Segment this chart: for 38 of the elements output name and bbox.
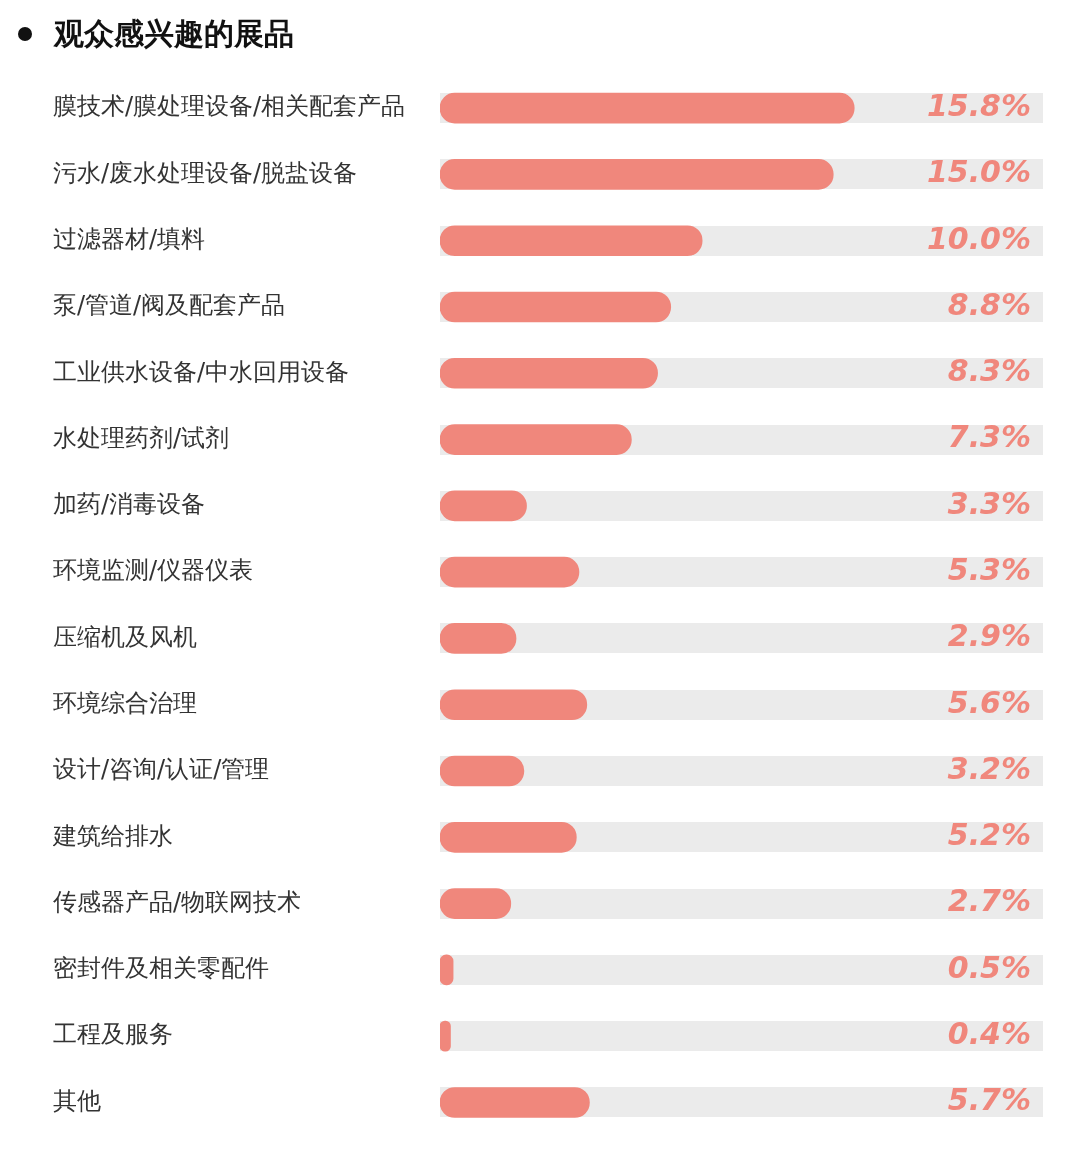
y-tick-label: 污水/废水处理设备/脱盐设备 xyxy=(53,158,358,187)
data-label: 3.3% xyxy=(947,485,1031,521)
data-label: 5.3% xyxy=(947,551,1031,587)
data-label: 3.2% xyxy=(947,750,1031,786)
y-tick-label: 过滤器材/填料 xyxy=(53,224,206,253)
bar xyxy=(440,1087,590,1118)
text: 观众感兴趣的展品 xyxy=(54,14,294,53)
y-tick-label: 加药/消毒设备 xyxy=(53,490,206,519)
y-tick-label: 工程及服务 xyxy=(53,1020,173,1049)
y-tick-label: 传感器产品/物联网技术 xyxy=(53,887,302,916)
y-tick-label: 环境监测/仪器仪表 xyxy=(53,556,254,585)
y-tick-label: 压缩机及风机 xyxy=(53,622,197,651)
y-tick-label: 其他 xyxy=(53,1086,101,1115)
data-label: 7.3% xyxy=(947,419,1031,455)
y-tick-label: 环境综合治理 xyxy=(53,688,197,717)
y-tick-label: 密封件及相关零配件 xyxy=(53,954,269,983)
data-label: 8.8% xyxy=(947,286,1031,322)
bar xyxy=(440,821,577,853)
data-label: 5.6% xyxy=(947,684,1031,720)
y-tick-label: 工业供水设备/中水回用设备 xyxy=(53,357,350,386)
data-label: 10.0% xyxy=(926,220,1031,256)
data-label: 0.4% xyxy=(947,1015,1031,1051)
bar xyxy=(440,424,632,455)
data-label: 5.2% xyxy=(947,817,1031,853)
bar xyxy=(440,556,580,588)
data-label: 2.9% xyxy=(947,618,1031,654)
data-label: 8.3% xyxy=(947,353,1031,389)
data-label: 15.0% xyxy=(926,154,1031,190)
y-tick-label: 膜技术/膜处理设备/相关配套产品 xyxy=(53,92,406,121)
y-tick-label: 设计/咨询/认证/管理 xyxy=(53,755,270,784)
data-label: 5.7% xyxy=(947,1082,1031,1118)
y-tick-label: 泵/管道/阀及配套产品 xyxy=(53,291,286,320)
data-label: 0.5% xyxy=(947,949,1031,985)
data-label: 2.7% xyxy=(947,883,1031,919)
data-label: 15.8% xyxy=(926,87,1031,123)
y-tick-label: 水处理药剂/试剂 xyxy=(53,423,230,452)
bar xyxy=(440,689,588,721)
y-tick-label: 建筑给排水 xyxy=(52,821,173,850)
